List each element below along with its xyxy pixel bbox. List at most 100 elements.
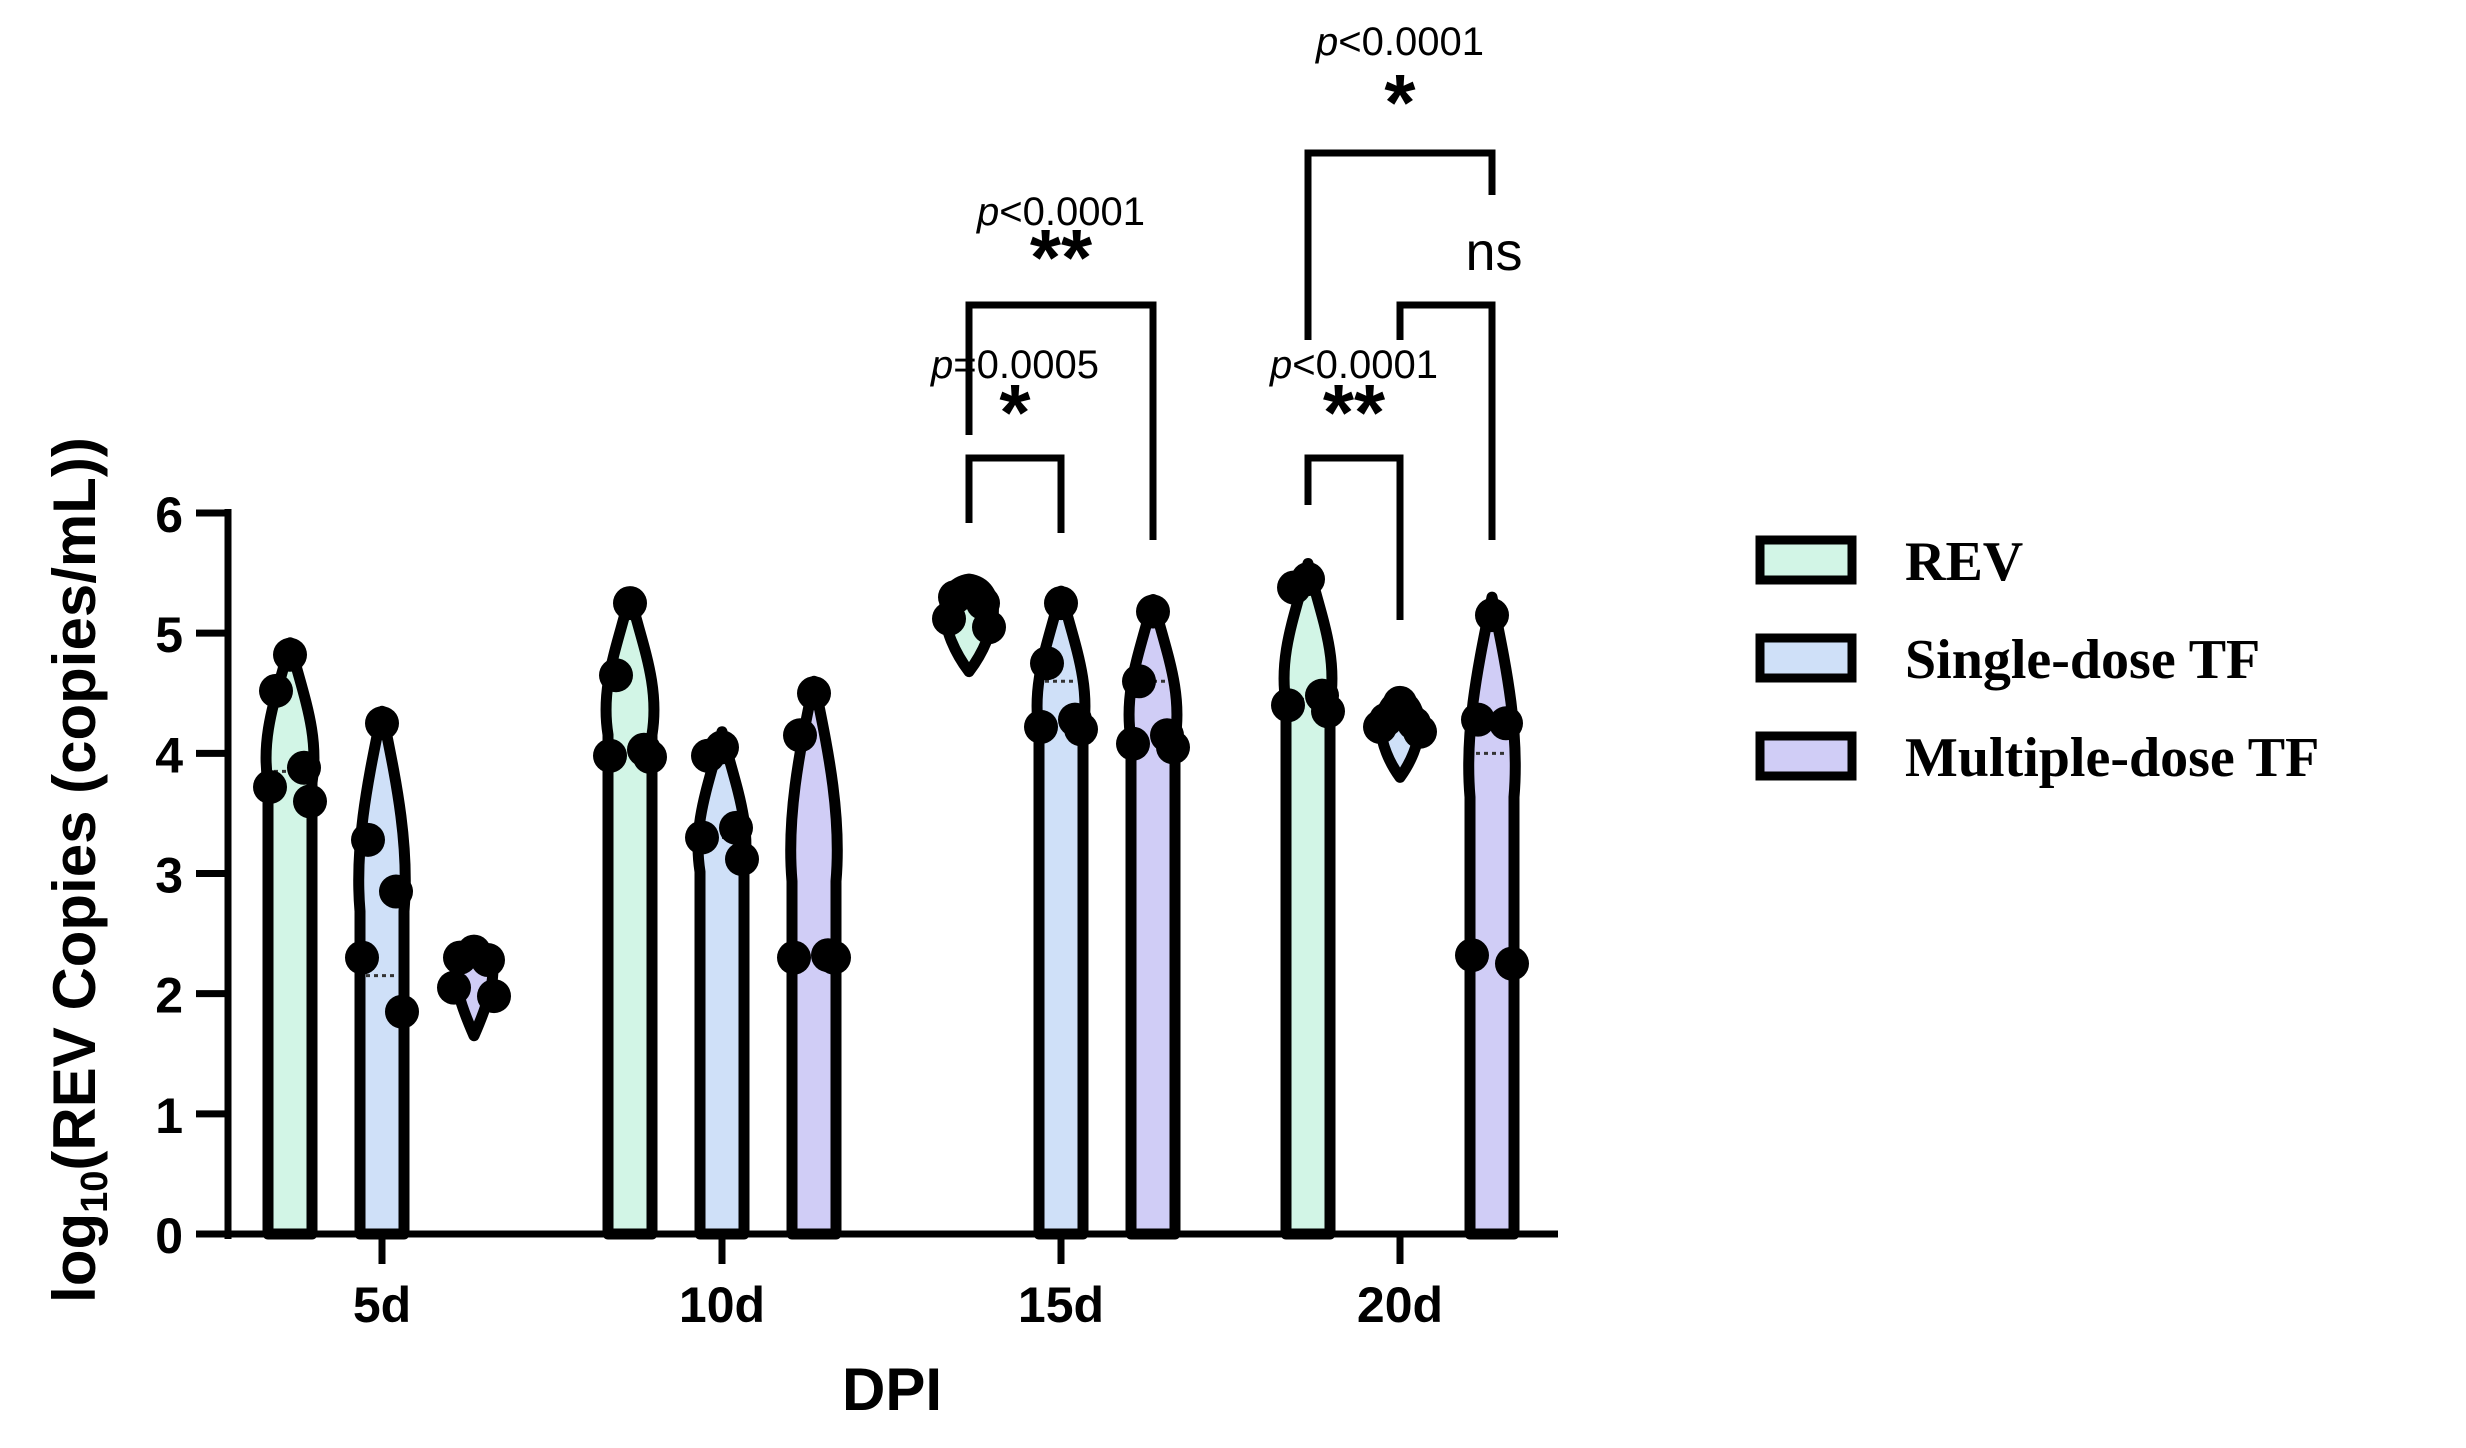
violin-shape (692, 726, 752, 1240)
legend: REV Single-dose TF Multiple-dose TF (1755, 531, 2319, 789)
data-point (1044, 586, 1078, 621)
p-symbol: p (1315, 20, 1338, 64)
data-point (783, 718, 817, 753)
y-tick-label: 4 (155, 727, 183, 783)
data-point (725, 842, 759, 877)
violin-shape (1463, 591, 1521, 1240)
significance-bracket (1304, 454, 1404, 620)
p-value: <0.0001 (999, 190, 1145, 234)
data-point (817, 940, 851, 975)
y-axis-title: log10(REV Copies (copies/mL)) (41, 437, 116, 1303)
data-point (1461, 702, 1495, 737)
p-symbol: p (1269, 343, 1292, 387)
data-point (477, 979, 511, 1014)
data-point (351, 822, 385, 857)
y-axis-title-prefix: log (41, 1213, 108, 1303)
data-point (1156, 730, 1190, 765)
legend-label: Multiple-dose TF (1905, 727, 2319, 789)
data-point (385, 994, 419, 1029)
data-point (1064, 712, 1098, 747)
significance-annotations: p=0.0005*p<0.0001**p<0.0001**nsp<0.0001* (930, 20, 1523, 620)
data-point (1403, 714, 1437, 749)
data-point (1136, 594, 1170, 629)
p-value: <0.0001 (1292, 343, 1438, 387)
y-axis-title-subscript: 10 (74, 1171, 116, 1213)
violin-shape (260, 637, 320, 1240)
significance-bracket (965, 301, 1157, 540)
data-point (685, 820, 719, 855)
y-tick-label: 3 (155, 848, 183, 904)
data-point (932, 601, 966, 636)
data-point (443, 940, 477, 975)
data-point (287, 750, 321, 785)
legend-label: Single-dose TF (1905, 629, 2260, 691)
p-value-label: p<0.0001 (1315, 20, 1484, 64)
significance-bracket (1396, 301, 1496, 540)
data-point (1489, 706, 1523, 741)
data-point (365, 706, 399, 741)
data-point (691, 738, 725, 773)
data-point (471, 943, 505, 978)
data-point (379, 874, 413, 909)
data-point (633, 739, 667, 774)
significance-stars: * (999, 368, 1031, 457)
data-point (1455, 938, 1489, 973)
y-tick-label: 1 (155, 1088, 183, 1144)
data-point (345, 940, 379, 975)
violin-shape (1278, 557, 1338, 1240)
data-point (777, 940, 811, 975)
x-axis-title: DPI (842, 1356, 942, 1423)
data-point (1116, 726, 1150, 761)
legend-swatch (1755, 731, 1857, 781)
p-value-label: p<0.0001 (976, 190, 1145, 234)
x-tick-label: 15d (1018, 1277, 1104, 1333)
p-value: =0.0005 (953, 343, 1099, 387)
data-point (972, 610, 1006, 645)
data-point (437, 970, 471, 1005)
data-point (1311, 694, 1345, 729)
violins (253, 557, 1529, 1240)
axes: 0 1 2 3 4 5 6 5d 10d 15d 20d (155, 487, 1558, 1333)
y-tick-label: 2 (155, 968, 183, 1024)
y-tick-label: 0 (155, 1208, 183, 1264)
data-point (253, 769, 287, 804)
legend-label: REV (1905, 531, 2023, 593)
y-tick-label: 5 (155, 607, 183, 663)
data-point (1024, 709, 1058, 744)
data-point (599, 658, 633, 693)
data-point (1363, 709, 1397, 744)
x-tick-label: 5d (353, 1277, 411, 1333)
significance-stars: ** (1323, 368, 1386, 457)
data-point (613, 586, 647, 621)
data-point (719, 810, 753, 845)
p-value-label: p<0.0001 (1269, 343, 1438, 387)
significance-stars: ** (1030, 213, 1093, 302)
y-axis-title-rest: (REV Copies (copies/mL)) (41, 437, 108, 1170)
data-point (1030, 646, 1064, 681)
p-symbol: p (976, 190, 999, 234)
legend-swatch (1755, 535, 1857, 585)
x-tick-label: 20d (1357, 1277, 1443, 1333)
violin-shape (1031, 585, 1091, 1240)
ns-label: ns (1465, 222, 1522, 282)
significance-bracket (965, 454, 1065, 533)
p-value-label: p=0.0005 (930, 343, 1099, 387)
p-value: <0.0001 (1338, 20, 1484, 64)
data-point (593, 738, 627, 773)
data-point (273, 637, 307, 672)
significance-bracket (1304, 149, 1496, 340)
data-point (1277, 570, 1311, 605)
data-point (293, 784, 327, 819)
significance-stars: * (1384, 58, 1416, 147)
data-point (797, 676, 831, 711)
legend-swatch (1755, 633, 1857, 683)
x-tick-label: 10d (679, 1277, 765, 1333)
data-point (1495, 946, 1529, 981)
data-point (1475, 598, 1509, 633)
data-point (1271, 688, 1305, 723)
data-point (259, 673, 293, 708)
y-tick-label: 6 (155, 487, 183, 543)
data-point (1122, 664, 1156, 699)
p-symbol: p (930, 343, 953, 387)
